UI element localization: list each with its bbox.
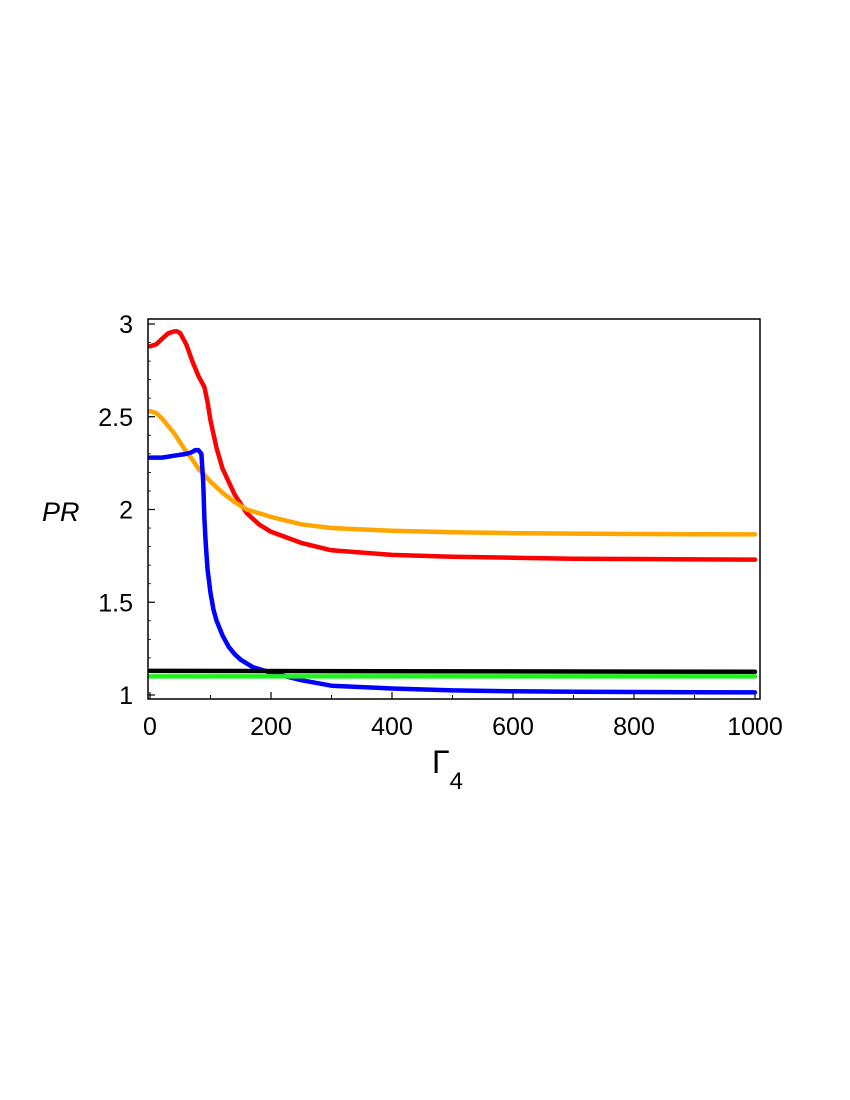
- x-axis-label-main: Γ: [432, 744, 450, 780]
- y-tick-label: 2: [119, 497, 133, 525]
- y-tick-label: 1: [119, 682, 133, 710]
- x-tick-label: 400: [371, 713, 413, 741]
- series-line-2: [147, 408, 758, 537]
- y-tick-label: 2.5: [98, 404, 133, 432]
- series-line-3: [147, 447, 758, 695]
- y-axis-label: PR: [42, 497, 80, 527]
- series-line-4: [147, 668, 758, 675]
- y-tick-label: 3: [119, 311, 133, 339]
- x-tick-label: 800: [613, 713, 655, 741]
- series-line-1: [147, 329, 758, 562]
- y-tick-label: 1.5: [98, 589, 133, 617]
- plot-frame: [147, 318, 761, 700]
- series-group: [147, 329, 758, 695]
- x-axis-label-subscript: 4: [450, 768, 463, 795]
- x-axis-label: Γ4: [432, 744, 463, 795]
- x-tick-label: 600: [492, 713, 534, 741]
- x-tick-label: 1000: [727, 713, 783, 741]
- tick-labels: 0 200 400 600 800 1000 1 1.5 2 2.5 3: [98, 311, 783, 741]
- x-tick-label: 200: [250, 713, 292, 741]
- x-tick-label: 0: [143, 713, 157, 741]
